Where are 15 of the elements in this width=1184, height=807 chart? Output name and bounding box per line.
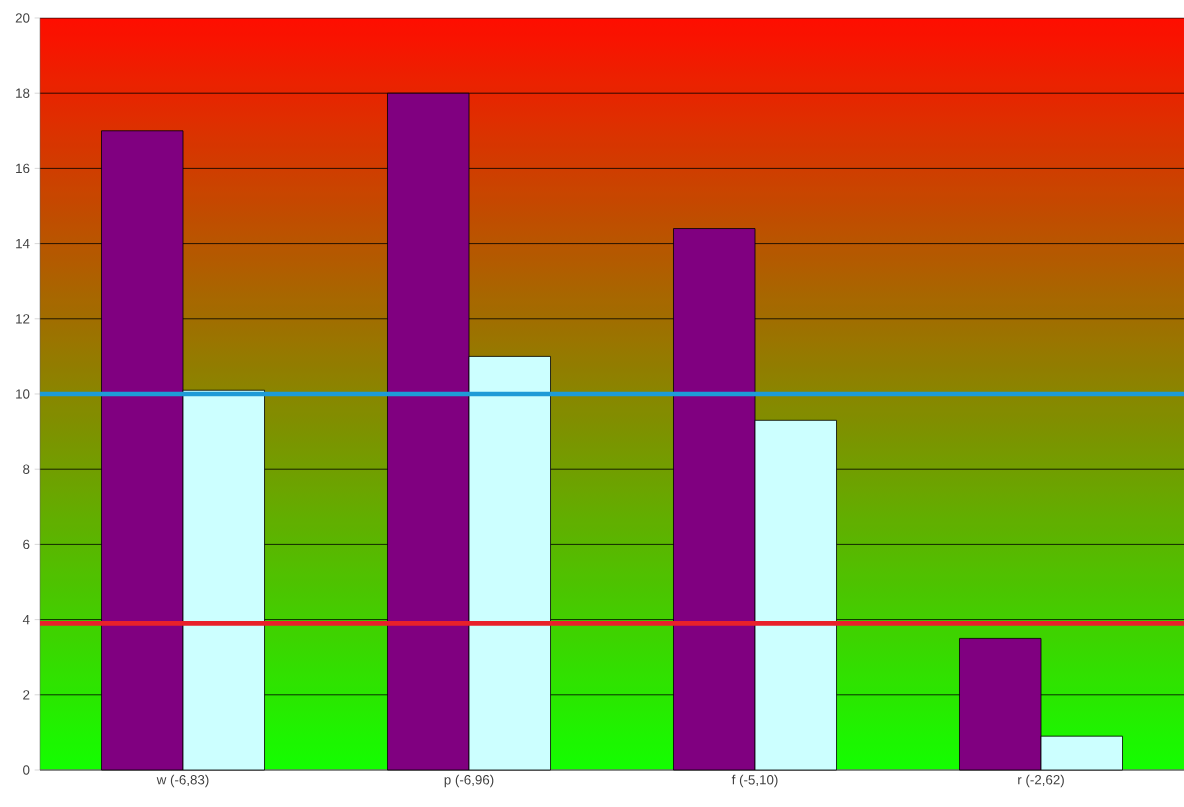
y-tick-label: 18 (16, 88, 30, 98)
x-tick-label: f (-5,10) (731, 774, 778, 788)
y-tick-label: 6 (23, 539, 30, 550)
x-tick-label: w (-6,83) (156, 774, 209, 788)
y-tick-label: 10 (16, 389, 30, 399)
y-tick-label: 0 (23, 765, 30, 775)
y-tick-label: 12 (16, 314, 30, 324)
y-tick-label: 4 (22, 615, 30, 625)
x-tick-label: r (-2,62) (1018, 774, 1064, 788)
y-tick-label: 8 (23, 464, 30, 474)
y-tick-label: 14 (16, 239, 30, 249)
y-tick-label: 20 (15, 13, 30, 23)
x-tick-label: p (-6,96) (444, 774, 494, 788)
y-tick-label: 2 (23, 690, 30, 700)
y-tick-label: 16 (16, 163, 30, 174)
